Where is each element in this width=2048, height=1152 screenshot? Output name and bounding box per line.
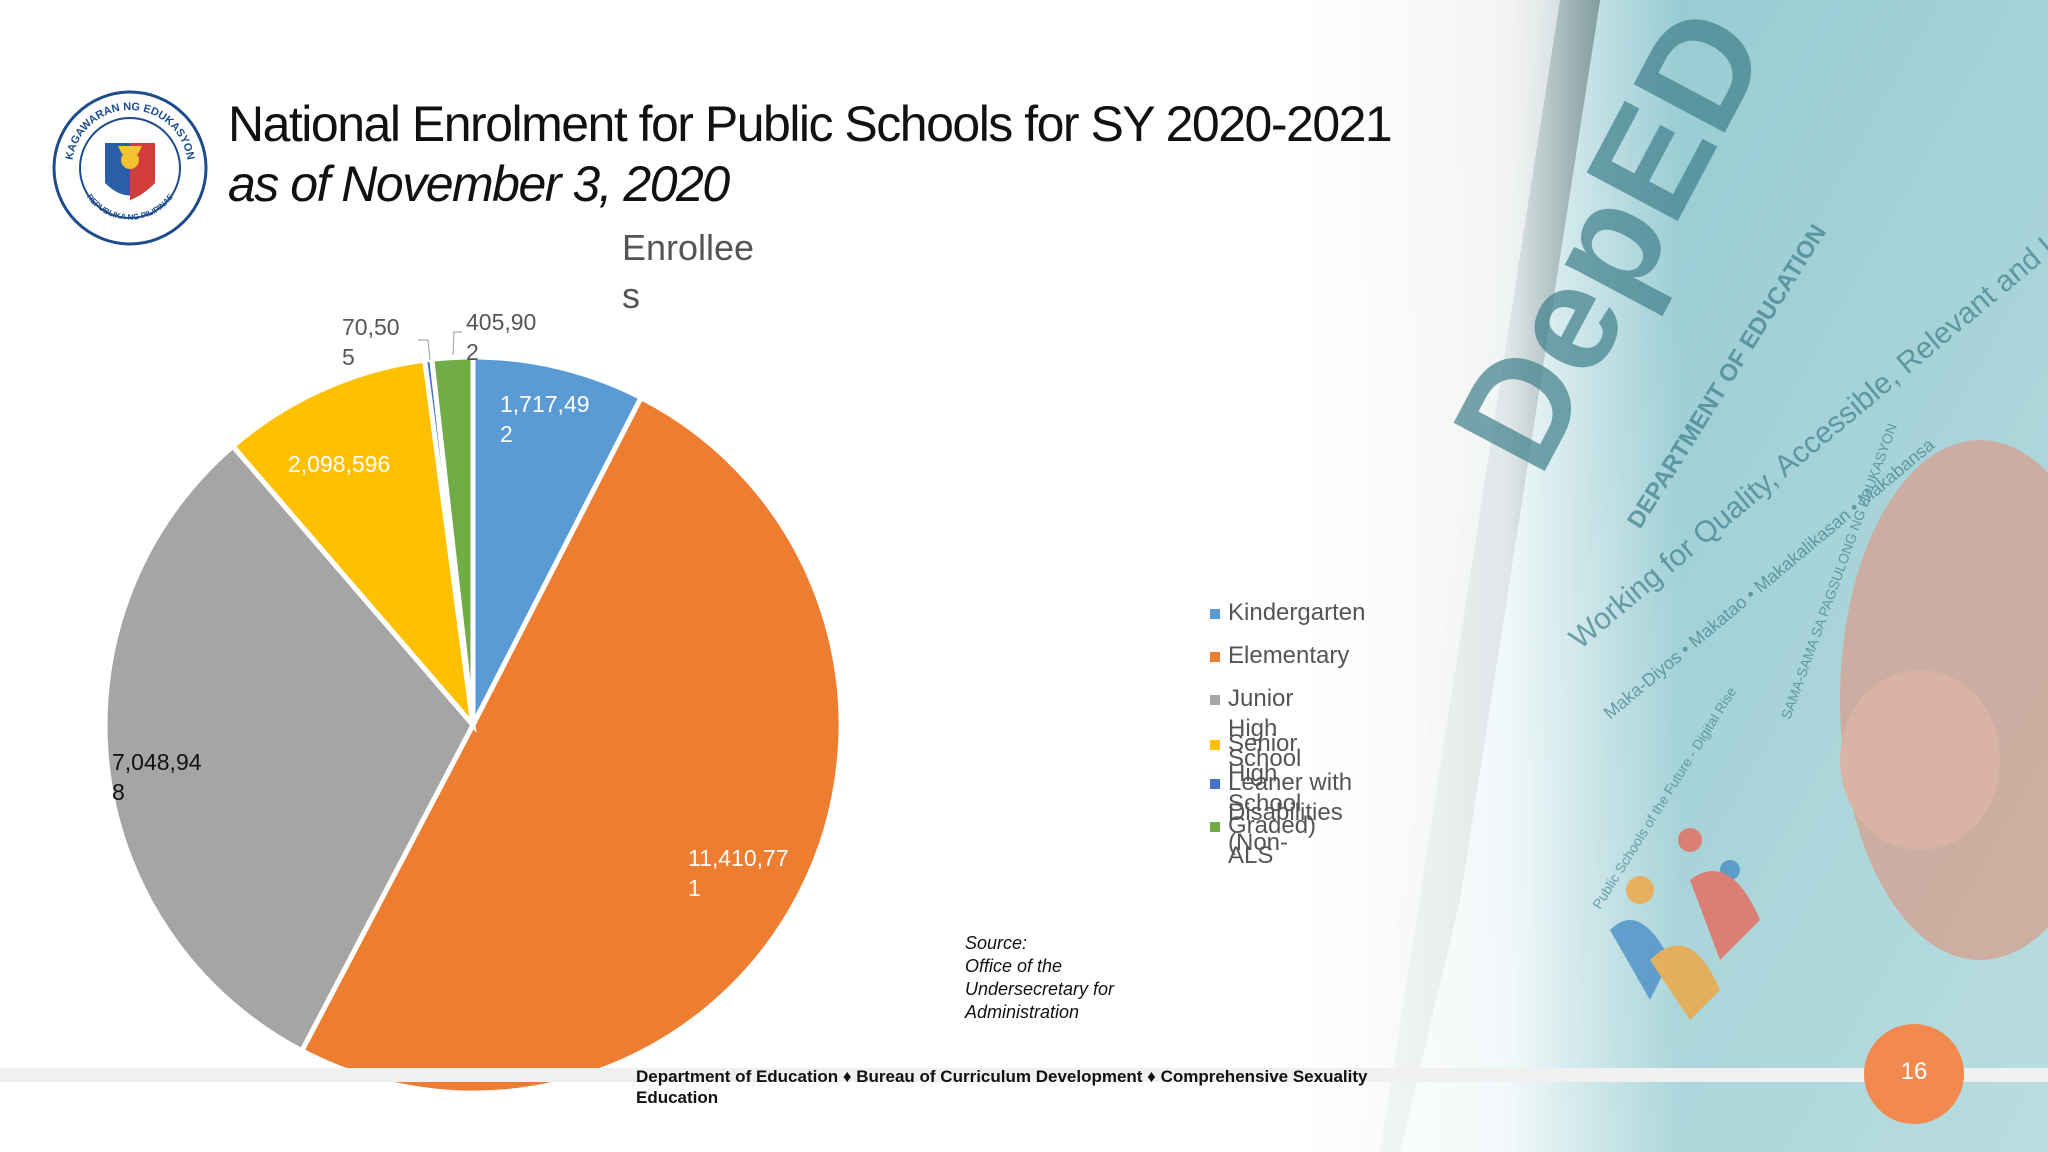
legend-label: Senior High School: [1228, 730, 1302, 817]
deped-seal-icon: KAGAWARAN NG EDUKASYON REPUBLIKA NG PILI…: [52, 90, 208, 246]
data-label-senior-high-school: 2,098,596: [288, 451, 390, 477]
legend-label: Kindergarten: [1228, 599, 1366, 626]
data-label-als: 405,90 2: [466, 309, 536, 365]
slide-title-line2: as of November 3, 2020: [228, 156, 730, 212]
legend-item-3: Junior High School: [1210, 684, 1301, 774]
legend-label: Leaner with Disabilities (Non-: [1228, 769, 1353, 856]
legend-swatch-icon: [1210, 739, 1220, 750]
leader-line-als: [452, 331, 462, 356]
legend-swatch-icon: [1210, 694, 1220, 705]
pie-slice-elementary: [298, 394, 844, 1096]
pie-slice-kindergarten: [470, 354, 645, 727]
data-label-elementary: 11,410,77 1: [688, 845, 789, 901]
legend-swatch-icon: [1210, 608, 1220, 619]
data-label-kindergarten: 1,717,49 2: [500, 391, 590, 447]
footer-bar: [0, 1068, 2048, 1082]
source-body: Office of the Undersecretary for Adminis…: [965, 956, 1115, 1022]
legend-item-2: Elementary: [1210, 641, 1349, 671]
legend-label: Elementary: [1228, 642, 1350, 669]
legend-item-5: Leaner with Disabilities (Non-: [1210, 768, 1352, 858]
pie-slice-junior-high-school: [102, 442, 477, 1055]
legend-item-1: Kindergarten: [1210, 598, 1365, 628]
legend-item-6: Graded) ALS: [1210, 811, 1316, 871]
source-note: Source: Office of the Undersecretary for…: [965, 932, 1165, 1024]
source-heading: Source:: [965, 933, 1028, 953]
chart-title: Enrollee s: [622, 227, 754, 316]
legend-swatch-icon: [1210, 778, 1220, 789]
pie-slice-senior-high-school: [229, 357, 477, 733]
legend-swatch-icon: [1210, 821, 1220, 832]
data-label-junior-high-school: 7,048,94 8: [112, 749, 202, 805]
leader-line-disabilities: [418, 339, 431, 361]
slide-title: National Enrolment for Public Schools fo…: [228, 94, 1393, 214]
legend-label: Junior High School: [1228, 685, 1302, 772]
pie-slice-als: [429, 354, 476, 726]
footer-text: Department of Education ♦ Bureau of Curr…: [636, 1067, 1368, 1107]
page-number: 16: [1864, 1024, 1964, 1124]
legend-label: Graded) ALS: [1228, 812, 1317, 869]
legend-swatch-icon: [1210, 651, 1220, 662]
data-label-leaner-with-disabilities-non-graded: 70,50 5: [342, 314, 400, 370]
legend-item-4: Senior High School: [1210, 729, 1301, 819]
slide-title-line1: National Enrolment for Public Schools fo…: [228, 96, 1393, 152]
